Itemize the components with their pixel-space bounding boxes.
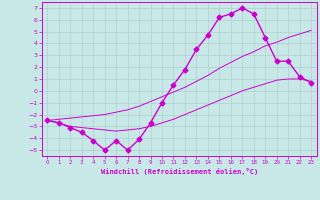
X-axis label: Windchill (Refroidissement éolien,°C): Windchill (Refroidissement éolien,°C) [100,168,258,175]
